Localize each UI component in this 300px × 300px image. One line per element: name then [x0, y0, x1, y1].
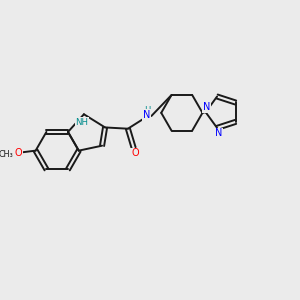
Text: O: O [15, 148, 22, 158]
Text: N: N [203, 102, 211, 112]
Text: H: H [144, 106, 151, 115]
Text: NH: NH [75, 118, 88, 127]
Text: N: N [142, 110, 150, 120]
Text: CH₃: CH₃ [0, 150, 13, 159]
Text: N: N [214, 128, 222, 138]
Text: O: O [131, 148, 139, 158]
